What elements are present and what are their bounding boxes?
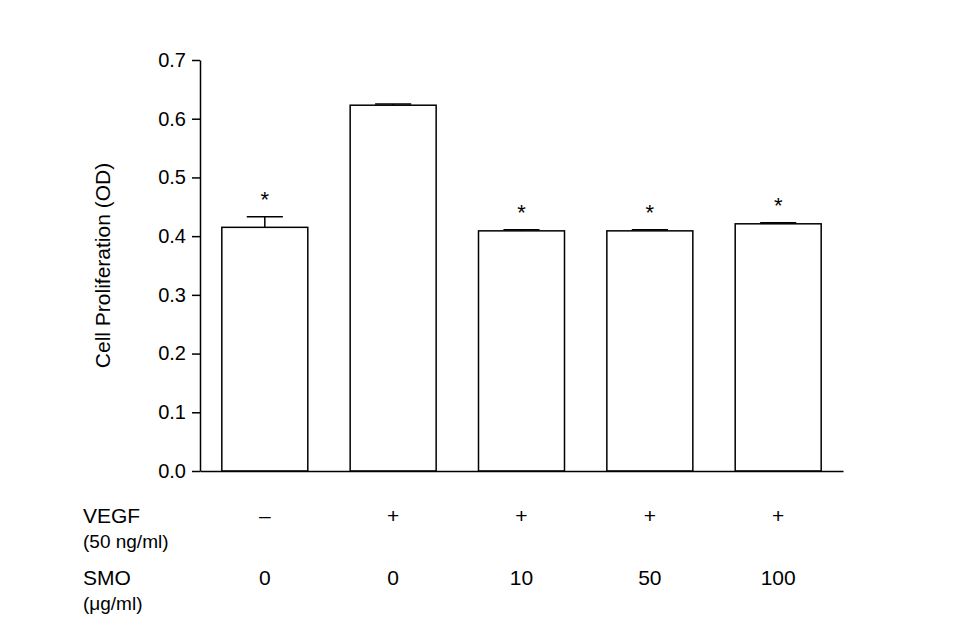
category-label: + [644,504,656,527]
error-cap [503,229,539,231]
row-title: (μg/ml) [83,593,143,614]
category-label: 0 [387,566,399,589]
error-stem [264,217,266,228]
error-bar [632,230,668,231]
error-bar [760,223,796,224]
annotation: * [517,200,526,225]
x-axis-line [201,471,844,473]
y-tick-mark [192,118,200,120]
y-tick-label: 0.2 [158,342,186,364]
x-labels: VEGF (50 ng/ml) SMO (μg/ml) – 0 +0 +10 +50 +100 [83,504,796,614]
annotation: * [774,193,783,218]
error-bar [503,230,539,231]
plot-area [222,104,821,471]
y-tick-label: 0.6 [158,108,186,130]
category-label: + [772,504,784,527]
y-tick: 0.5 [158,166,200,188]
chart: * * * * 0.0 0.1 0.2 0.3 0.4 0.5 0.6 0.7 Cell Prolife… [0,0,970,640]
error-cap [247,216,283,218]
error-bar [247,217,283,228]
error-cap [632,229,668,231]
annotations: * * * * [261,187,783,225]
row-title: (50 ng/ml) [83,531,169,552]
y-tick: 0.2 [158,342,200,364]
row-title: VEGF [83,504,140,527]
annotation: * [646,200,655,225]
y-tick-mark [192,236,200,238]
y-tick-label: 0.7 [158,49,186,71]
bar [607,231,693,471]
y-tick: 0.7 [158,49,200,71]
annotation: * [261,187,270,212]
y-axis: 0.0 0.1 0.2 0.3 0.4 0.5 0.6 0.7 [158,49,200,482]
category-label: – [259,504,271,527]
error-cap [760,222,796,224]
category-label: + [387,504,399,527]
y-tick-mark [192,177,200,179]
category-label: 100 [761,566,796,589]
y-tick: 0.4 [158,225,200,247]
error-bar [375,104,411,105]
y-tick-mark [192,471,200,473]
y-tick-mark [192,412,200,414]
bar [222,227,308,471]
y-tick: 0.1 [158,401,200,423]
y-tick-label: 0.0 [158,460,186,482]
y-tick-mark [192,295,200,297]
y-tick-label: 0.4 [158,225,186,247]
x-axis [201,471,844,472]
category-label: 0 [259,566,271,589]
y-tick: 0.3 [158,284,200,306]
row-title: SMO [83,566,131,589]
y-tick-label: 0.5 [158,166,186,188]
y-axis-line [200,61,202,472]
y-tick-label: 0.3 [158,284,186,306]
y-tick-mark [192,353,200,355]
bar [479,231,565,471]
y-axis-title: Cell Proliferation (OD) [91,163,114,368]
category-label: + [515,504,527,527]
y-tick: 0.0 [158,460,200,482]
y-tick-label: 0.1 [158,401,186,423]
error-cap [375,103,411,105]
bar [735,224,821,471]
y-tick: 0.6 [158,108,200,130]
y-tick-mark [192,60,200,62]
category-label: 10 [510,566,533,589]
category-label: 50 [638,566,661,589]
bar [350,105,436,471]
